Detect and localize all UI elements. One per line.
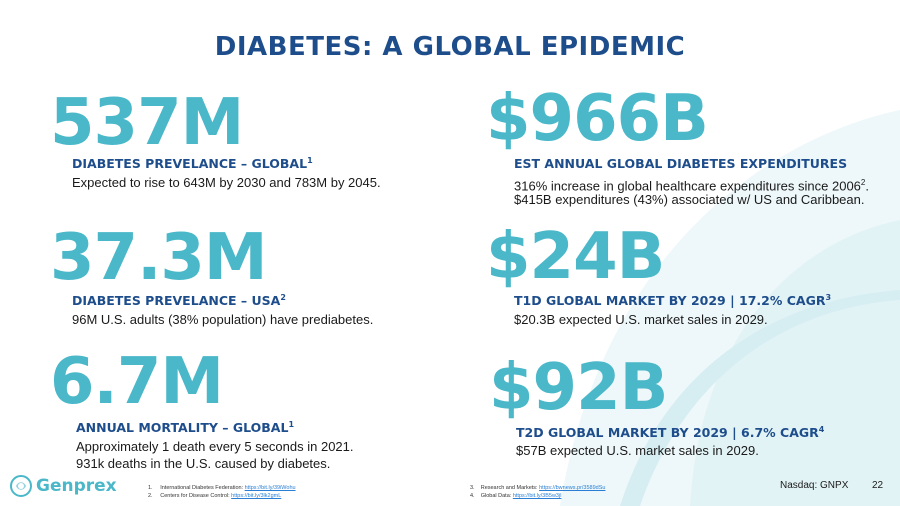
page-title: DIABETES: A GLOBAL EPIDEMIC (214, 32, 686, 62)
stat-t2d-market-value: $92B (489, 351, 668, 425)
stat-global-prevalence-desc: Expected to rise to 643M by 2030 and 783… (72, 175, 381, 190)
stat-usa-prevalence-desc: 96M U.S. adults (38% population) have pr… (72, 312, 374, 327)
page-number: 22 (872, 480, 884, 491)
stat-expenditures-desc-line-2: $415B expenditures (43%) associated w/ U… (514, 192, 865, 207)
footnote-4-link[interactable]: https://bit.ly/3B5w3jl (512, 493, 562, 499)
stat-mortality-desc-line-2: 931k deaths in the U.S. caused by diabet… (76, 456, 331, 471)
stat-global-prevalence-heading: DIABETES PREVELANCE – GLOBAL1 (72, 156, 313, 172)
stat-expenditures-heading: EST ANNUAL GLOBAL DIABETES EXPENDITURES (514, 156, 848, 171)
stat-usa-prevalence-heading: DIABETES PREVELANCE – USA2 (72, 293, 286, 309)
nasdaq-ticker: Nasdaq: GNPX (780, 480, 849, 491)
footnote-1: 1. International Diabetes Federation: ht… (148, 485, 296, 491)
genprex-logo-icon (10, 475, 32, 497)
footnote-3-link[interactable]: https://bwnews.pr/3589dSu (539, 485, 606, 491)
stat-t1d-market-desc: $20.3B expected U.S. market sales in 202… (514, 312, 768, 327)
logo-text: Genprex (36, 476, 117, 496)
stat-t2d-market-desc: $57B expected U.S. market sales in 2029. (516, 443, 759, 458)
stat-mortality-desc-line-1: Approximately 1 death every 5 seconds in… (76, 439, 354, 454)
footnote-4: 4. Global Data: https://bit.ly/3B5w3jl (470, 493, 562, 499)
stat-t2d-market-heading: T2D GLOBAL MARKET BY 2029 | 6.7% CAGR4 (516, 425, 825, 441)
stat-expenditures-value: $966B (486, 82, 709, 156)
footnote-3: 3. Research and Markets: https://bwnews.… (470, 485, 606, 491)
stat-mortality-heading: ANNUAL MORTALITY – GLOBAL1 (76, 420, 295, 436)
stat-t1d-market-heading: T1D GLOBAL MARKET BY 2029 | 17.2% CAGR3 (514, 293, 832, 309)
footnote-2: 2. Centers for Disease Control: https://… (148, 493, 282, 499)
stat-expenditures-desc-line-1: 316% increase in global healthcare expen… (514, 178, 869, 194)
stat-usa-prevalence-value: 37.3M (50, 221, 268, 295)
genprex-logo: Genprex (10, 475, 117, 497)
stat-global-prevalence-value: 537M (50, 86, 244, 160)
footnote-2-link[interactable]: https://bit.ly/3lk2gmL (231, 493, 282, 499)
stat-mortality-value: 6.7M (50, 345, 224, 419)
footnote-1-link[interactable]: https://bit.ly/39iWohu (244, 485, 296, 491)
stat-t1d-market-value: $24B (486, 220, 665, 294)
